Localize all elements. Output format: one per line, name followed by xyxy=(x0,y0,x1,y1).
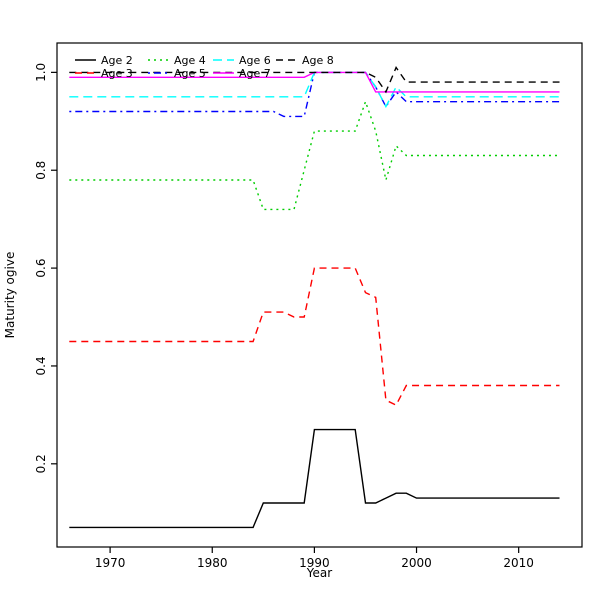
y-tick-label: 0.4 xyxy=(34,356,48,375)
legend-label: Age 4 xyxy=(174,54,206,67)
legend-label: Age 3 xyxy=(101,67,133,80)
legend-item-age-3: Age 3 xyxy=(75,67,133,80)
legend-item-age-2: Age 2 xyxy=(75,54,133,67)
x-tick-label: 1990 xyxy=(299,556,330,570)
y-tick-label: 1.0 xyxy=(34,63,48,82)
legend-label: Age 7 xyxy=(239,67,271,80)
x-tick-label: 1970 xyxy=(95,556,126,570)
y-tick-label: 0.8 xyxy=(34,161,48,180)
legend-label: Age 5 xyxy=(174,67,206,80)
series-line-age-2 xyxy=(69,428,560,529)
x-axis-title: Year xyxy=(306,566,333,580)
legend-label: Age 8 xyxy=(302,54,334,67)
series-line-age-8 xyxy=(69,66,560,94)
series-line-age-5 xyxy=(69,71,560,118)
legend-item-age-4: Age 4 xyxy=(148,54,206,67)
legend-label: Age 6 xyxy=(239,54,271,67)
legend-item-age-6: Age 6 xyxy=(213,54,271,67)
x-tick-label: 2010 xyxy=(503,556,534,570)
legend-item-age-7: Age 7 xyxy=(213,67,271,80)
plot-frame xyxy=(56,42,583,548)
series-line-age-3 xyxy=(69,267,560,407)
x-tick-label: 1980 xyxy=(197,556,228,570)
series-line-age-4 xyxy=(69,99,560,211)
legend-item-age-8: Age 8 xyxy=(276,54,334,67)
legend-label: Age 2 xyxy=(101,54,133,67)
y-tick-label: 0.2 xyxy=(34,454,48,473)
legend-item-age-5: Age 5 xyxy=(148,67,206,80)
x-tick-label: 2000 xyxy=(401,556,432,570)
y-axis-title: Maturity ogive xyxy=(3,251,17,339)
y-tick-label: 0.6 xyxy=(34,259,48,278)
